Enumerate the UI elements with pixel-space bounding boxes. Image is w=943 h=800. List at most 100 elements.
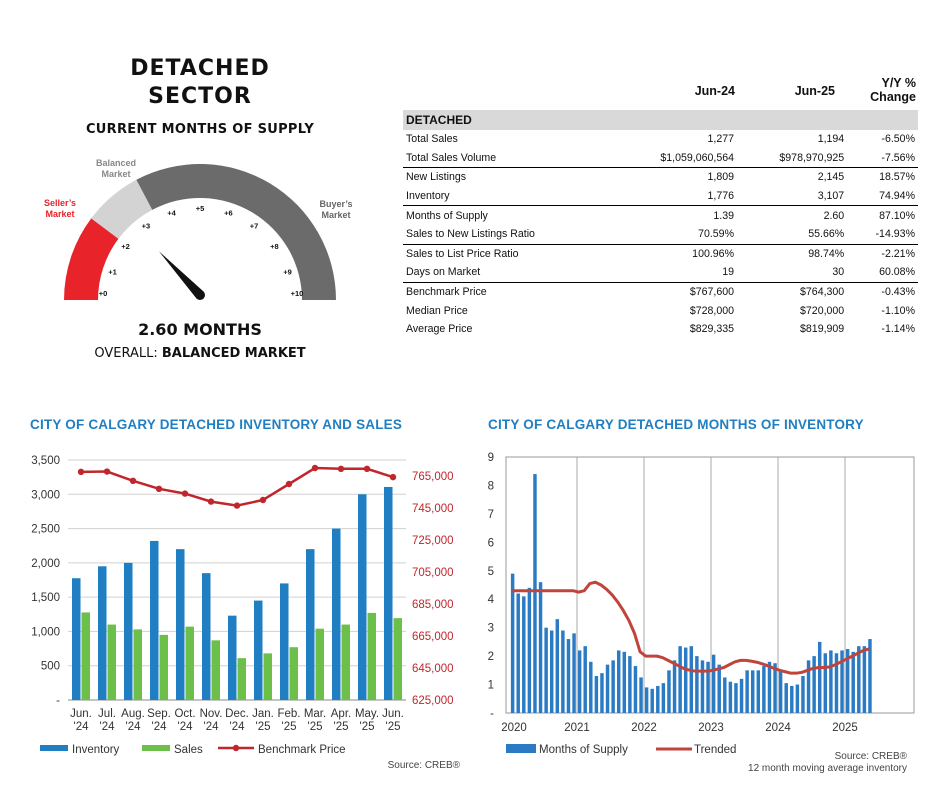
months-of-supply-bar — [817, 641, 822, 713]
months-of-supply-bar — [611, 660, 615, 713]
inventory-bar — [98, 566, 107, 700]
benchmark-price-point — [181, 490, 189, 497]
legend-sales-label: Sales — [174, 744, 203, 756]
plot-frame — [505, 456, 915, 714]
y-tick-label: - — [56, 695, 60, 707]
y-tick-label: 7 — [488, 509, 494, 521]
months-of-supply-bar — [823, 653, 828, 713]
benchmark-price-point — [103, 468, 111, 475]
months-of-supply-bar — [678, 646, 682, 713]
trended-line — [511, 580, 870, 675]
row-label: Inventory — [403, 186, 614, 207]
months-of-supply-bar — [711, 654, 716, 713]
legend-benchmark-marker — [232, 744, 240, 752]
sales-bar — [315, 628, 324, 700]
legend-benchmark-label: Benchmark Price — [258, 744, 346, 756]
x-tick-label: Jan. — [252, 708, 274, 720]
months-of-supply-bar — [723, 677, 727, 713]
months-of-supply-bar — [700, 660, 705, 713]
row-yoy: 74.94% — [847, 186, 918, 207]
months-of-supply-bar — [812, 656, 816, 713]
months-of-supply-bar — [706, 661, 710, 713]
x-tick-label: 2022 — [631, 722, 657, 734]
inventory-bar — [280, 583, 289, 700]
months-of-supply-bar — [616, 650, 621, 713]
legend-inventory-label: Inventory — [72, 744, 120, 756]
y2-tick-label: 705,000 — [412, 567, 454, 579]
y-tick-label: 5 — [488, 566, 494, 578]
table-row: Benchmark Price $767,600 $764,300 -0.43% — [403, 282, 918, 301]
col-header-yoy-line2: Change — [870, 90, 916, 104]
y2-tick-label: 765,000 — [412, 471, 454, 483]
months-of-supply-bar — [667, 670, 671, 713]
legend-mos-swatch — [506, 744, 536, 753]
x-tick-label: 2020 — [501, 722, 527, 734]
gauge-tick-label: +2 — [121, 242, 130, 251]
gauge-tick-label: +6 — [224, 209, 233, 218]
row-jun24: 100.96% — [692, 247, 734, 260]
y2-tick-label: 645,000 — [412, 663, 454, 675]
benchmark-price-point — [207, 498, 215, 505]
months-of-supply-bar — [739, 678, 744, 713]
sales-bar — [81, 612, 90, 700]
row-jun25: $978,970,925 — [737, 148, 848, 169]
table-row: Total Sales 1,277 1,194 -6.50% — [403, 130, 918, 149]
months-of-supply-bar — [644, 687, 649, 713]
gauge-segment-balanced — [91, 179, 153, 239]
gauge-needle — [158, 251, 206, 301]
row-jun24: 70.59% — [613, 224, 737, 245]
col-header-yoy-line1: Y/Y % — [881, 76, 916, 90]
sales-bar — [107, 624, 116, 700]
x-tick-label: '25 — [360, 721, 375, 733]
months-of-supply-bar — [851, 651, 855, 713]
months-of-inventory-chart: - 1 2 3 4 5 6 7 8 9 2020 2021 2022 2023 2024 2025 Months… — [488, 452, 915, 774]
y-tick-label: 1,000 — [31, 626, 60, 638]
gauge-title-line1: DETACHED — [130, 56, 270, 81]
benchmark-price-point — [363, 465, 371, 472]
seller-market-label-2: Market — [45, 209, 74, 219]
inventory-bar — [72, 578, 81, 700]
months-of-supply-bar — [566, 639, 571, 713]
sales-bar — [367, 612, 376, 700]
row-label: Total Sales — [406, 133, 458, 146]
months-of-supply-bar — [589, 661, 593, 713]
x-tick-label: May. — [355, 708, 379, 720]
y-tick-label: 6 — [488, 537, 494, 549]
inventory-bar — [358, 494, 367, 700]
legend-mos-label: Months of Supply — [539, 744, 628, 756]
months-of-supply-bar — [784, 683, 788, 713]
row-label: Days on Market — [403, 263, 614, 283]
chart1-source: Source: CREB® — [388, 760, 461, 771]
months-of-supply-bar — [538, 582, 543, 713]
months-of-supply-bar — [516, 593, 520, 713]
legend-sales-swatch — [142, 745, 170, 751]
x-tick-label: '24 — [74, 721, 90, 733]
months-of-supply-bar — [672, 660, 677, 713]
x-tick-label: '24 — [178, 721, 194, 733]
row-jun25: 98.74% — [808, 247, 845, 260]
months-of-supply-bar — [840, 650, 844, 713]
x-tick-label: Apr. — [331, 708, 351, 720]
col-header-yoy: Y/Y % Change — [840, 76, 916, 104]
buyer-market-label-2: Market — [321, 210, 350, 220]
x-tick-label: '25 — [308, 721, 323, 733]
sales-bar — [133, 629, 142, 700]
months-of-supply-bar — [594, 676, 599, 713]
months-of-supply-bar — [522, 596, 526, 713]
x-tick-label: Sep. — [147, 708, 171, 720]
months-of-supply-bar — [790, 685, 794, 713]
months-of-supply-bar — [862, 646, 867, 713]
months-of-supply-bar — [622, 651, 627, 713]
months-of-supply-bar — [857, 646, 861, 713]
row-yoy: -14.93% — [847, 224, 918, 245]
x-tick-label: 2021 — [564, 722, 590, 734]
gauge-tick-label: +0 — [99, 289, 108, 298]
months-of-supply-bar — [829, 650, 833, 713]
benchmark-price-point — [77, 468, 85, 476]
inventory-bar — [124, 562, 133, 700]
months-of-supply-bar — [806, 660, 811, 713]
months-of-supply-bar — [795, 684, 800, 713]
y2-tick-label: 625,000 — [412, 695, 454, 707]
overall-value: BALANCED MARKET — [161, 346, 306, 361]
stats-table: DETACHED Total Sales 1,277 1,194 -6.50% Tota… — [403, 110, 918, 339]
